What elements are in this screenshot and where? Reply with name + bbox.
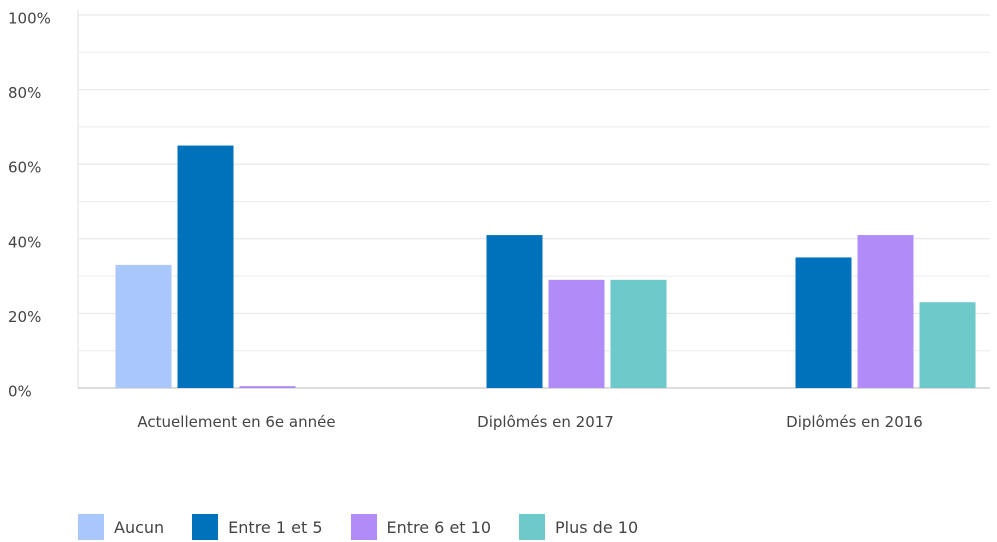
bar	[115, 264, 172, 388]
legend: Aucun Entre 1 et 5 Entre 6 et 10 Plus de 10	[78, 514, 638, 540]
legend-swatch	[350, 514, 377, 540]
x-tick-label-box: Diplômés en 2016	[740, 410, 970, 434]
legend-label: Entre 6 et 10	[386, 517, 492, 537]
bar	[919, 302, 976, 388]
legend-label: Plus de 10	[555, 517, 639, 537]
legend-label: Entre 1 et 5	[228, 517, 323, 537]
bar	[177, 145, 234, 388]
bar	[610, 279, 667, 388]
y-tick-label: 20%	[8, 308, 41, 326]
bar	[548, 279, 605, 388]
y-tick-label: 60%	[8, 159, 41, 177]
legend-swatch	[519, 514, 546, 540]
bar	[239, 386, 296, 388]
bar	[795, 257, 852, 388]
y-tick-label: 80%	[8, 84, 41, 102]
y-tick-label: 40%	[8, 233, 41, 251]
legend-swatch	[78, 514, 104, 540]
x-tick-label-box: Actuellement en 6e année	[122, 410, 352, 434]
x-tick-label: Diplômés en 2017	[477, 413, 614, 431]
x-tick-label-box: Diplômés en 2017	[431, 410, 661, 434]
legend-item: Plus de 10	[519, 514, 638, 540]
legend-label: Aucun	[114, 517, 165, 537]
legend-item: Entre 6 et 10	[350, 514, 492, 540]
x-tick-label: Diplômés en 2016	[786, 413, 923, 431]
y-tick-label: 100%	[8, 10, 51, 28]
x-tick-label: Actuellement en 6e année	[137, 413, 336, 431]
bar	[486, 235, 543, 388]
legend-item: Aucun	[78, 514, 164, 540]
y-tick-label: 0%	[8, 383, 32, 401]
legend-item: Entre 1 et 5	[192, 514, 323, 540]
legend-swatch	[192, 514, 219, 540]
bar	[857, 235, 914, 388]
